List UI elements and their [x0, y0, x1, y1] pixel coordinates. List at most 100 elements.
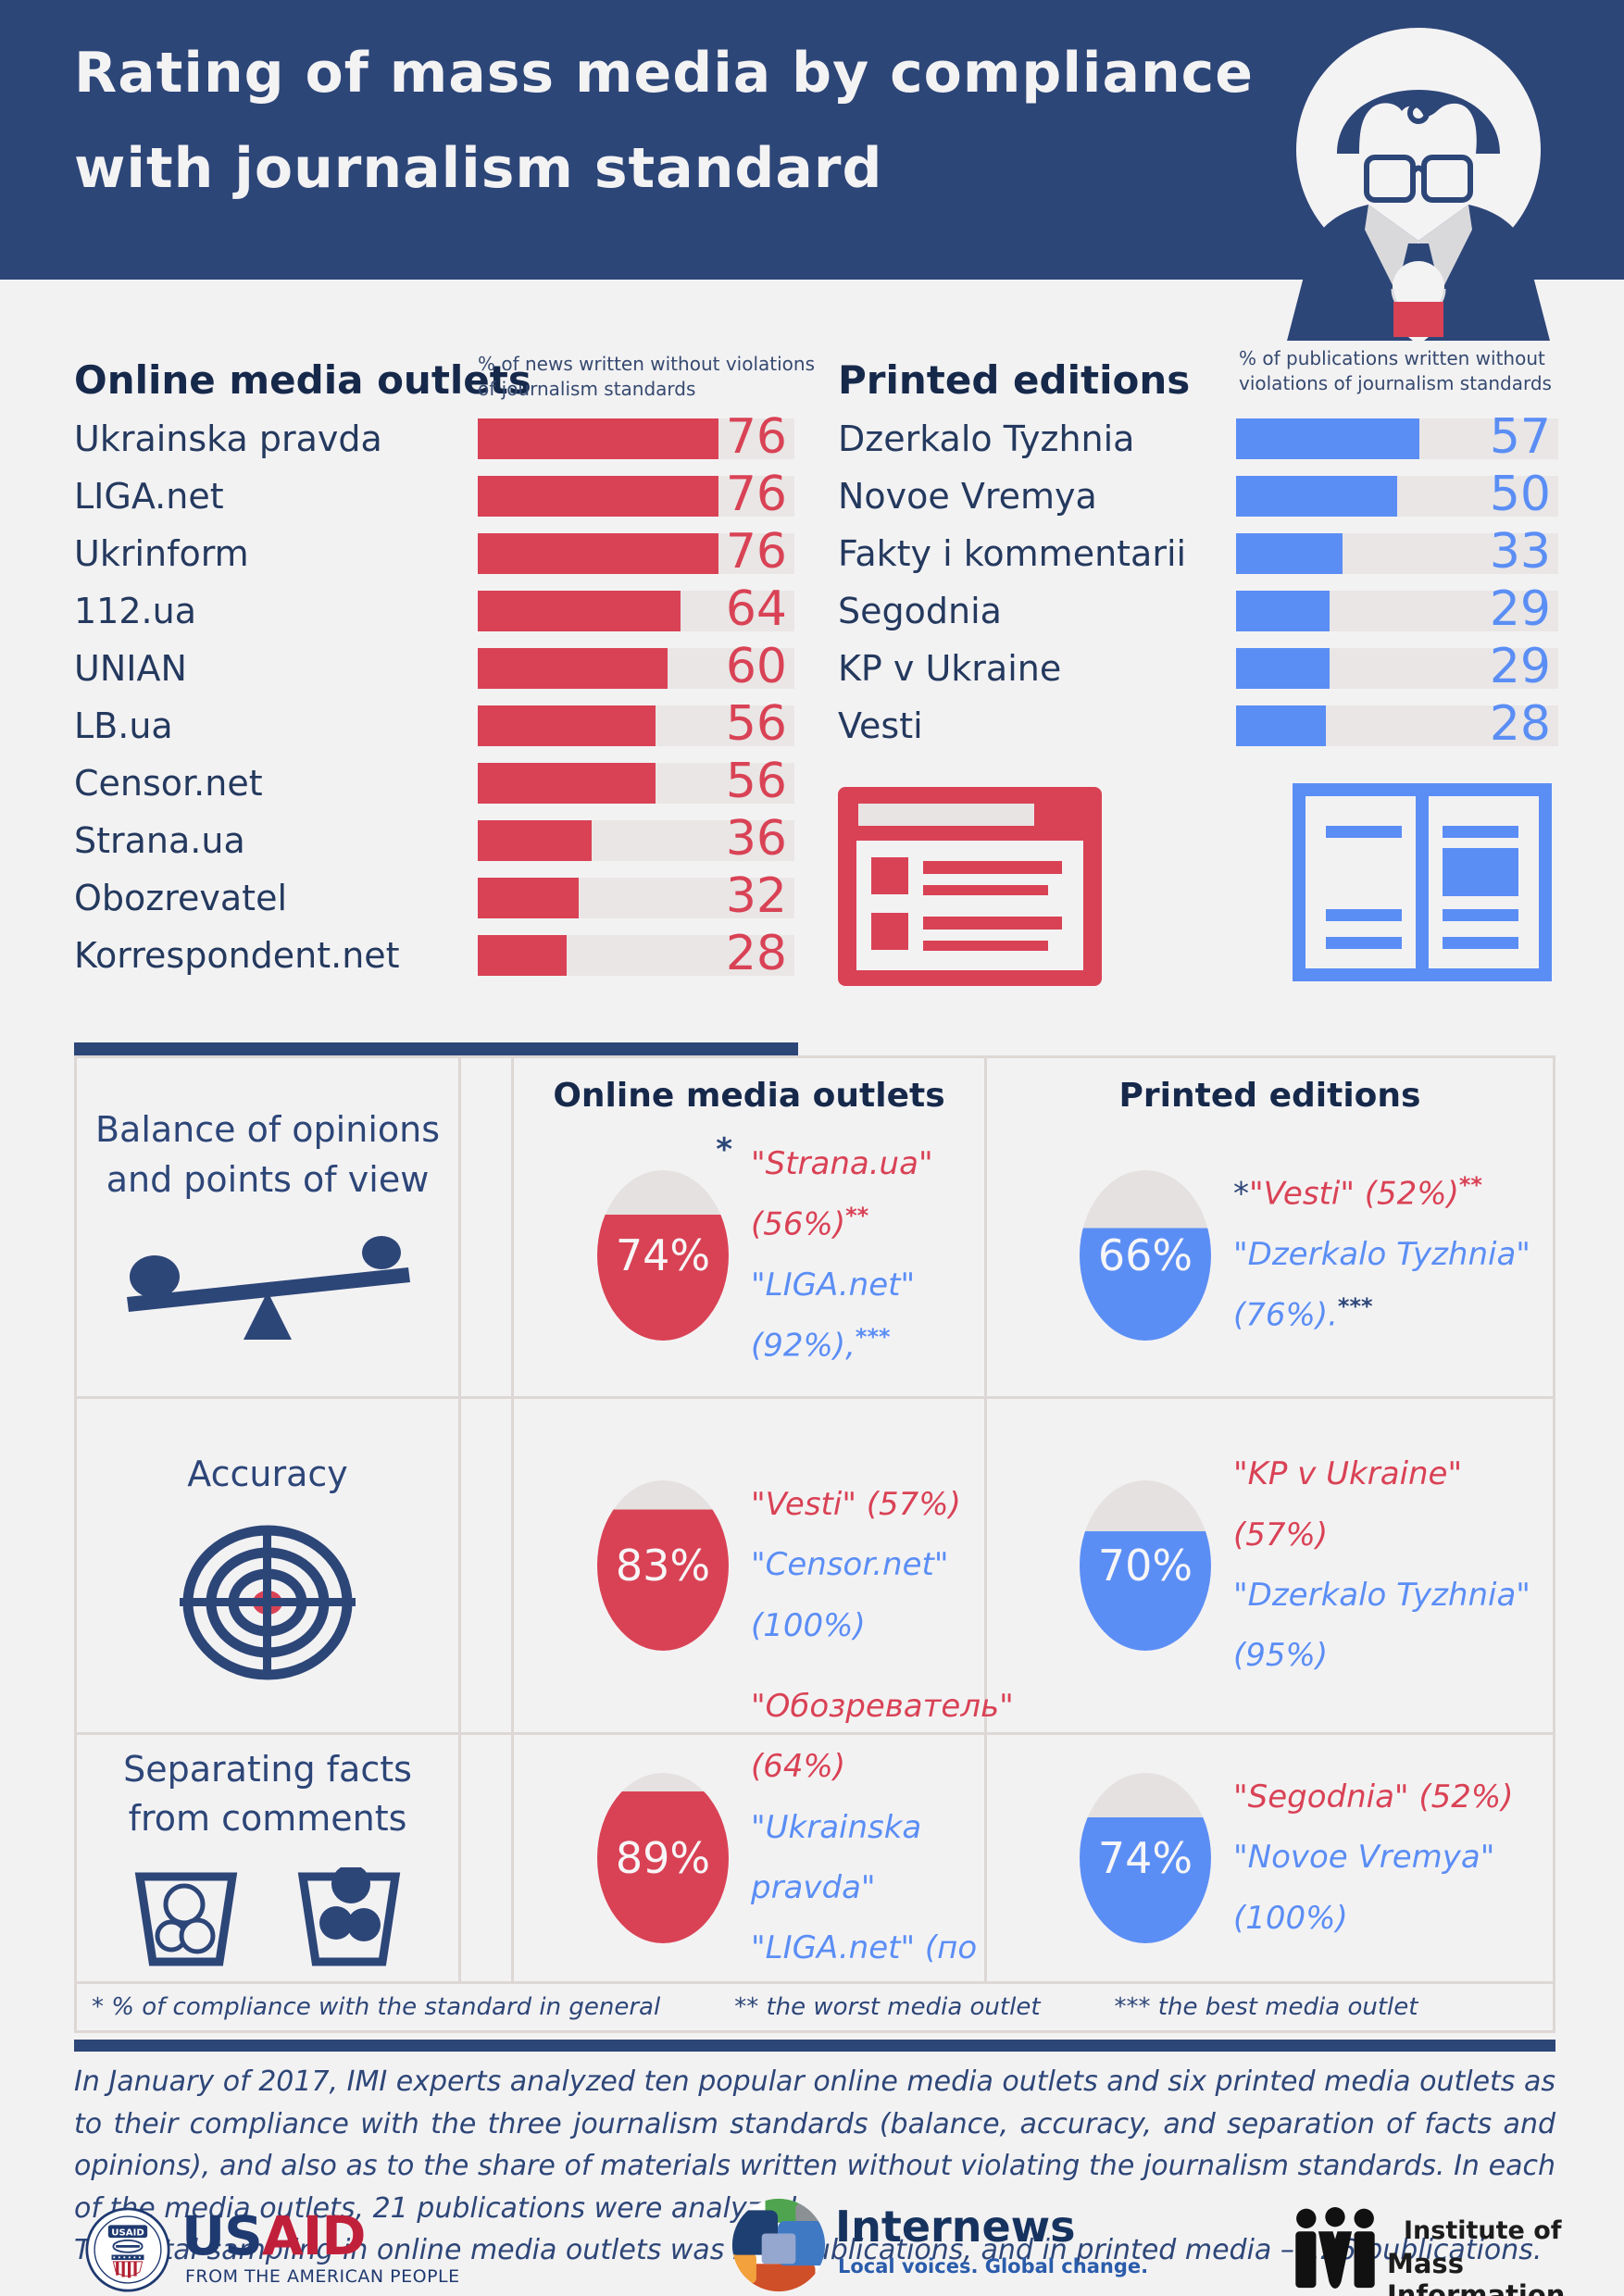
usaid-seal: USAID — [85, 2207, 170, 2292]
bar-fill — [1236, 476, 1397, 517]
cell-balance-printed: Printed editions 66% *"Vesti" (52%)** "Dz… — [987, 1058, 1553, 1396]
bar-row: Strana.ua 36 — [74, 815, 798, 863]
gauge-value: 83% — [615, 1541, 711, 1591]
bar-row: 112.ua 64 — [74, 585, 798, 633]
media-mention-line: "Ukrainska pravda" — [751, 1808, 922, 1906]
bar-fill — [478, 763, 656, 804]
bar-value: 64 — [725, 580, 787, 637]
methodology-text-1: In January of 2017, IMI experts analyzed… — [74, 2065, 1555, 2225]
usaid-wordmark: USAID — [181, 2204, 366, 2267]
bar-label: Obozrevatel — [74, 878, 288, 918]
media-mention-line: "Strana.ua" (56%)** — [751, 1144, 933, 1243]
bar-row: Ukrinform 76 — [74, 528, 798, 576]
footnote-best: *** the best media outlet — [1114, 1993, 1418, 2021]
media-mentions: "KP v Ukraine" (57%) "Dzerkalo Tyzhnia" (95… — [1233, 1444, 1530, 1686]
bar-row: Vesti 28 — [838, 700, 1560, 748]
bar-fill — [478, 476, 718, 517]
bar-label: Novoe Vremya — [838, 476, 1097, 517]
bar-track: 64 — [478, 585, 794, 633]
media-mentions: "Vesti" (57%) "Censor.net" (100%) — [751, 1475, 984, 1656]
row-label-separating: Separating facts from comments — [77, 1735, 458, 1981]
bar-value: 56 — [725, 695, 787, 752]
page-title: Rating of mass media by compliance with … — [74, 26, 1259, 217]
spacer-cell — [461, 1735, 511, 1981]
media-mention-line: (95%) — [1233, 1637, 1329, 1675]
table-col-header-online: Online media outlets — [553, 1077, 945, 1115]
cell-accuracy-online: 83% "Vesti" (57%) "Censor.net" (100%) — [514, 1399, 984, 1732]
gauge-value: 66% — [1097, 1229, 1193, 1280]
bar-value: 28 — [725, 925, 787, 981]
media-mention-line: (57%) — [1233, 1516, 1329, 1554]
imi-name-line2: Mass Information — [1387, 2248, 1566, 2296]
bar-value: 57 — [1489, 408, 1551, 465]
cell-separating-online: 89% "Обозреватель" (64%) "Ukrainska pravd… — [514, 1688, 1014, 2028]
magazine-icon — [1293, 783, 1552, 981]
printed-section-subtitle: % of publications written without violat… — [1239, 347, 1552, 394]
bar-label: Ukrinform — [74, 533, 249, 574]
printed-section-heading: Printed editions — [838, 357, 1191, 403]
media-mention-line: "Обозреватель" (64%) — [751, 1688, 1014, 1786]
page-title-line2: with journalism standard — [74, 136, 883, 202]
bar-row: Dzerkalo Tyzhnia 57 — [838, 413, 1560, 461]
internews-tagline: Local voices. Global change. — [838, 2255, 1149, 2277]
bar-track: 29 — [1236, 643, 1558, 691]
bar-label: Censor.net — [74, 763, 263, 804]
bar-fill — [1236, 533, 1343, 574]
bar-track: 36 — [478, 815, 794, 863]
gauge-70: 70% — [1080, 1480, 1211, 1651]
bar-label: LIGA.net — [74, 476, 224, 517]
bar-track: 32 — [478, 872, 794, 920]
bar-label: Segodnia — [838, 591, 1002, 631]
bar-value: 76 — [725, 523, 787, 580]
media-mention-line: "Vesti" (57%) — [751, 1486, 961, 1524]
bar-row: LIGA.net 76 — [74, 470, 798, 518]
bar-value: 50 — [1489, 466, 1551, 522]
bar-value: 76 — [725, 408, 787, 465]
cell-accuracy-printed: 70% "KP v Ukraine" (57%) "Dzerkalo Tyzhnia… — [987, 1399, 1553, 1732]
bottom-rule — [74, 2040, 1555, 2052]
bar-fill — [478, 705, 656, 746]
cell-balance-online: Online media outlets * 74% "Strana.ua" (… — [514, 1058, 984, 1396]
internews-globe-icon — [731, 2198, 826, 2292]
bar-fill — [1236, 418, 1420, 459]
imi-logo-icon — [1295, 2207, 1375, 2289]
standards-table: Balance of opinions and points of view O… — [74, 1055, 1555, 2033]
footnote-general: * % of compliance with the standard in g… — [92, 1993, 661, 2021]
bar-row: Fakty i kommentarii 33 — [838, 528, 1560, 576]
row-label-accuracy: Accuracy — [77, 1399, 458, 1732]
gauge-74b: 74% — [1080, 1773, 1211, 1943]
gauge-74: * 74% — [597, 1131, 732, 1341]
bar-track: 56 — [478, 757, 794, 805]
media-mention-line: "Novoe Vremya" — [1233, 1839, 1495, 1877]
media-mention-line: "Dzerkalo Tyzhnia" — [1233, 1577, 1530, 1614]
media-mention-line: "KP v Ukraine" — [1233, 1455, 1463, 1493]
internews-wordmark: Internews — [835, 2202, 1076, 2252]
footnote-worst: ** the worst media outlet — [734, 1993, 1041, 2021]
table-col-header-printed: Printed editions — [1118, 1077, 1421, 1115]
bar-value: 33 — [1489, 523, 1551, 580]
online-section-subtitle: % of news written without violations of … — [478, 353, 815, 400]
gauge-value: 74% — [615, 1229, 711, 1280]
spacer-cell — [461, 1399, 511, 1732]
footnotes-row: * % of compliance with the standard in g… — [77, 1984, 1553, 2030]
bar-label: Ukrainska pravda — [74, 418, 382, 459]
media-mentions: "Strana.ua" (56%)** "LIGA.net" (92%),*** — [751, 1134, 984, 1377]
newspaper-icon — [838, 787, 1102, 986]
online-bar-chart: Ukrainska pravda 76 LIGA.net 76 Ukrinfor… — [74, 413, 798, 992]
media-mention-line: "Censor.net" (100%) — [751, 1546, 949, 1644]
bar-value: 56 — [725, 753, 787, 809]
gauge-value: 74% — [1097, 1833, 1193, 1883]
bar-row: UNIAN 60 — [74, 643, 798, 691]
seesaw-icon — [127, 1235, 410, 1340]
bar-value: 29 — [1489, 638, 1551, 694]
bar-track: 57 — [1236, 413, 1558, 461]
bar-value: 32 — [725, 867, 787, 924]
bar-fill — [478, 878, 580, 918]
media-mention-line: "Segodnia" (52%) — [1233, 1778, 1514, 1816]
bar-fill — [478, 591, 681, 631]
svg-text:USAID: USAID — [111, 2227, 144, 2238]
bar-fill — [478, 418, 718, 459]
bar-label: Dzerkalo Tyzhnia — [838, 418, 1135, 459]
bar-row: Novoe Vremya 50 — [838, 470, 1560, 518]
